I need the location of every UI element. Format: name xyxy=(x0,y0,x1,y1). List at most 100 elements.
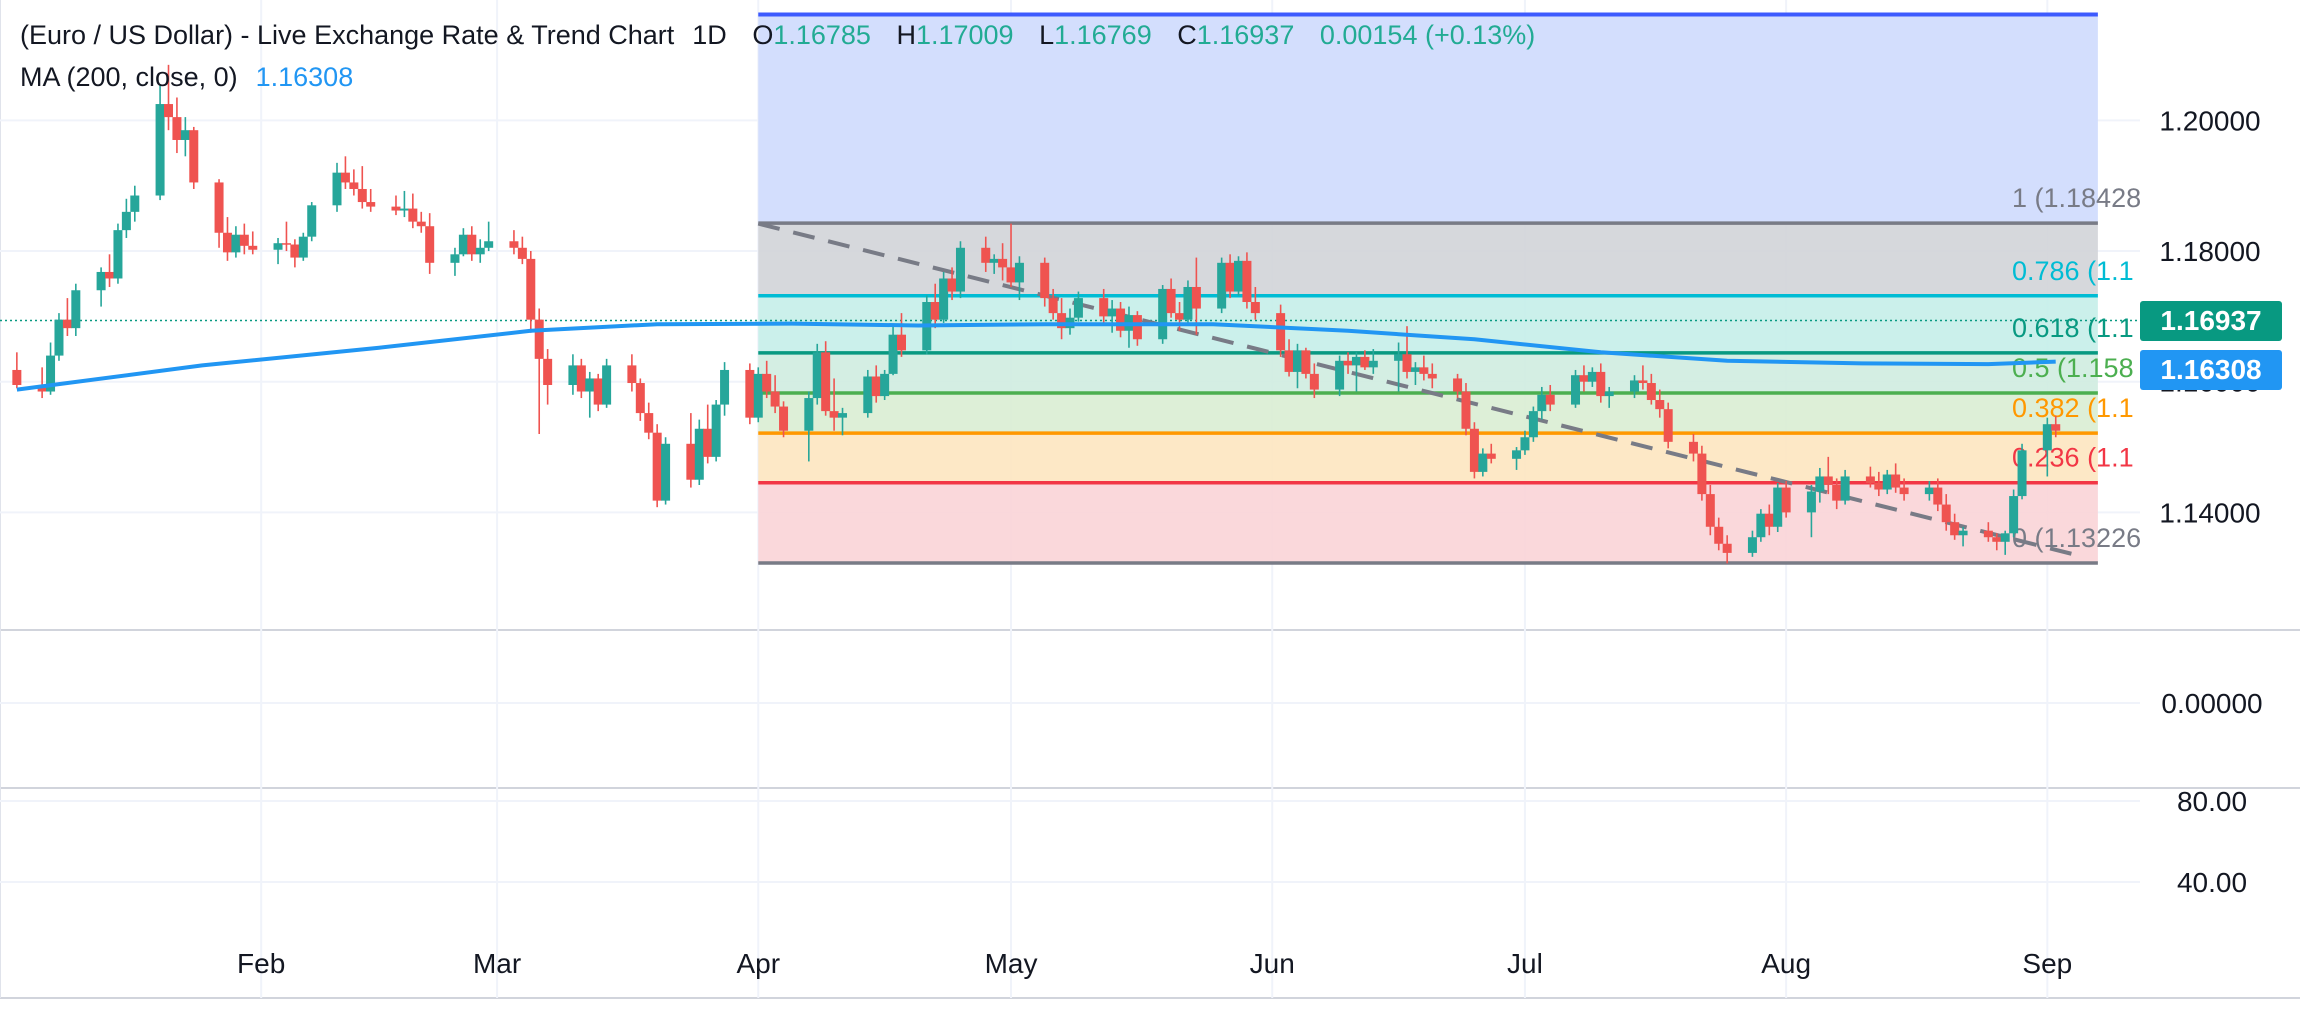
candle-body xyxy=(762,373,772,392)
candle-body xyxy=(189,130,199,183)
candle-up xyxy=(54,313,64,361)
candle-body xyxy=(273,243,283,250)
candle-up xyxy=(113,223,123,284)
candle-up xyxy=(838,407,848,436)
candle-down xyxy=(1057,298,1067,340)
candle-body xyxy=(1697,453,1707,495)
fib-level-label: 0.5 (1.158 xyxy=(2012,353,2134,383)
candle-up xyxy=(1773,482,1783,532)
candle-up xyxy=(1234,256,1244,296)
candle-up xyxy=(155,84,165,201)
candle-up xyxy=(121,198,131,238)
candle-down xyxy=(1276,304,1286,357)
candle-up xyxy=(955,241,965,299)
open-value: O1.16785 xyxy=(752,20,871,50)
candle-body xyxy=(1175,313,1185,320)
candle-down xyxy=(576,358,586,399)
candle-down xyxy=(1360,350,1370,370)
candle-up xyxy=(1478,448,1488,477)
candle-down xyxy=(1899,478,1909,501)
candle-body xyxy=(281,243,291,245)
axes: 1.140001.160001.180001.200000.0000080.00… xyxy=(237,105,2263,979)
candle-body xyxy=(1183,286,1193,320)
candle-body xyxy=(155,104,165,196)
candle-up xyxy=(1571,369,1581,408)
candle-body xyxy=(391,206,401,211)
candle-up xyxy=(1217,257,1227,314)
candle-up xyxy=(1756,509,1766,542)
candle-body xyxy=(1512,450,1522,459)
candle-body xyxy=(1714,526,1724,544)
candle-body xyxy=(635,383,645,414)
candle-up xyxy=(298,232,308,261)
ma-legend-value: 1.16308 xyxy=(255,62,354,92)
candle-body xyxy=(1360,356,1370,368)
candle-body xyxy=(1992,537,2002,542)
candle-body xyxy=(1823,476,1833,485)
candle-body xyxy=(1781,487,1791,513)
candle-body xyxy=(1217,262,1227,309)
candle-up xyxy=(812,343,822,405)
candle-body xyxy=(1629,380,1639,392)
candle-body xyxy=(357,188,367,203)
ma-200-line xyxy=(16,321,2056,392)
ma-legend[interactable]: MA (200, close, 0) 1.16308 xyxy=(20,62,371,93)
candle-body xyxy=(180,130,190,140)
candle-down xyxy=(248,231,258,255)
candle-down xyxy=(635,378,645,421)
candle-body xyxy=(770,391,780,407)
candle-body xyxy=(593,378,603,405)
candle-up xyxy=(602,358,612,408)
candle-body xyxy=(467,234,477,255)
candle-up xyxy=(585,371,595,418)
candle-down xyxy=(290,239,300,268)
candle-body xyxy=(947,278,957,292)
candle-up xyxy=(1368,349,1378,374)
candle-up xyxy=(1158,285,1168,344)
candle-body xyxy=(1705,494,1715,527)
candle-down xyxy=(703,404,713,464)
candle-up xyxy=(1747,530,1757,557)
candle-body xyxy=(1225,262,1235,292)
candle-body xyxy=(543,358,553,385)
fib-level-label: 0 (1.13226 xyxy=(2012,523,2141,553)
candle-up xyxy=(753,367,763,423)
interval-label[interactable]: 1D xyxy=(692,20,727,50)
candle-down xyxy=(357,166,367,209)
candle-body xyxy=(332,172,342,206)
candle-down xyxy=(1714,517,1724,551)
candle-down xyxy=(1040,257,1050,307)
candle-down xyxy=(391,195,401,216)
candle-down xyxy=(981,236,991,272)
moving-average xyxy=(16,321,2056,392)
candle-up xyxy=(1587,367,1597,387)
candle-body xyxy=(416,221,426,227)
candle-body xyxy=(644,413,654,433)
candle-up xyxy=(1629,375,1639,399)
candle-down xyxy=(644,402,654,440)
candle-up xyxy=(989,254,999,274)
candle-down xyxy=(1242,252,1252,309)
candle-body xyxy=(222,232,232,253)
candle-body xyxy=(930,302,940,320)
symbol-title[interactable]: (Euro / US Dollar) - Live Exchange Rate … xyxy=(20,20,675,50)
candle-down xyxy=(214,179,224,248)
candle-body xyxy=(71,290,81,329)
candle-body xyxy=(1486,453,1496,459)
candle-down xyxy=(62,298,72,336)
candle-down xyxy=(1166,278,1176,318)
fib-zone xyxy=(758,433,2098,483)
candle-body xyxy=(62,319,72,329)
candle-down xyxy=(1697,445,1707,501)
candle-up xyxy=(1806,484,1816,538)
candle-down xyxy=(1343,352,1353,374)
fib-level-label: 0.236 (1.1 xyxy=(2012,443,2134,473)
candle-down xyxy=(425,213,435,274)
candle-up xyxy=(1815,467,1825,503)
candle-body xyxy=(1596,371,1606,397)
candle-up xyxy=(1073,291,1083,322)
candle-body xyxy=(1073,298,1083,318)
candle-down xyxy=(1048,288,1058,320)
candle-body xyxy=(1688,441,1698,454)
